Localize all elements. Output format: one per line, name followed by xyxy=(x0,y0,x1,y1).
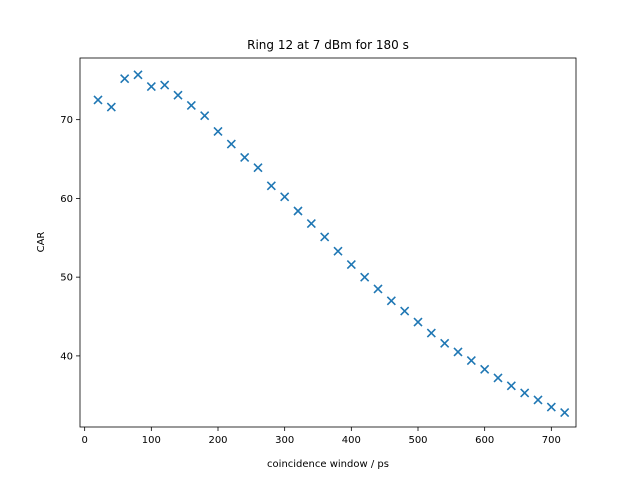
data-point xyxy=(186,100,196,111)
data-point xyxy=(213,126,223,137)
data-point xyxy=(413,317,423,327)
data-point xyxy=(146,82,156,92)
data-point xyxy=(533,395,543,405)
data-point xyxy=(493,373,503,383)
data-point xyxy=(120,74,130,84)
data-point xyxy=(280,192,290,202)
data-point xyxy=(160,80,170,90)
x-axis-label: coincidence window / ps xyxy=(267,459,389,470)
data-point xyxy=(320,232,330,242)
data-point xyxy=(266,181,276,191)
data-point xyxy=(346,259,356,270)
y-tick-label: 60 xyxy=(60,194,73,205)
x-axis-ticks: 0 100 200 300 400 500 600 700 xyxy=(81,427,561,446)
data-point xyxy=(560,408,570,418)
data-point xyxy=(360,272,370,282)
x-tick-label: 700 xyxy=(542,435,561,446)
data-point xyxy=(106,102,116,112)
data-point xyxy=(506,381,516,391)
data-point xyxy=(386,296,396,306)
y-axis-label: CAR xyxy=(36,232,47,253)
data-point xyxy=(400,306,410,316)
data-point xyxy=(133,70,143,80)
x-tick-label: 0 xyxy=(81,435,87,446)
data-point xyxy=(333,246,343,256)
data-points xyxy=(93,70,570,418)
y-axis-ticks: 40 50 60 70 xyxy=(60,115,80,362)
data-point xyxy=(93,95,103,105)
data-point xyxy=(293,206,303,216)
x-tick-label: 400 xyxy=(342,435,361,446)
plot-area-frame xyxy=(79,57,577,428)
chart-title: Ring 12 at 7 dBm for 180 s xyxy=(247,38,409,52)
x-tick-label: 300 xyxy=(275,435,294,446)
x-tick-label: 500 xyxy=(408,435,427,446)
y-tick-label: 50 xyxy=(60,273,73,284)
data-point xyxy=(466,356,476,366)
data-point xyxy=(440,338,450,348)
x-tick-label: 200 xyxy=(208,435,227,446)
data-point xyxy=(253,163,263,173)
data-point xyxy=(480,364,490,374)
data-point xyxy=(373,284,383,294)
x-tick-label: 600 xyxy=(475,435,494,446)
data-point xyxy=(306,219,316,229)
data-point xyxy=(426,328,436,338)
data-point xyxy=(226,139,236,149)
data-point xyxy=(520,388,530,398)
x-tick-label: 100 xyxy=(142,435,161,446)
y-tick-label: 40 xyxy=(60,351,73,362)
data-point xyxy=(200,111,210,121)
data-point xyxy=(546,402,556,412)
y-tick-label: 70 xyxy=(60,115,73,126)
data-point xyxy=(240,152,250,163)
data-point xyxy=(173,90,183,100)
data-point xyxy=(453,347,463,357)
